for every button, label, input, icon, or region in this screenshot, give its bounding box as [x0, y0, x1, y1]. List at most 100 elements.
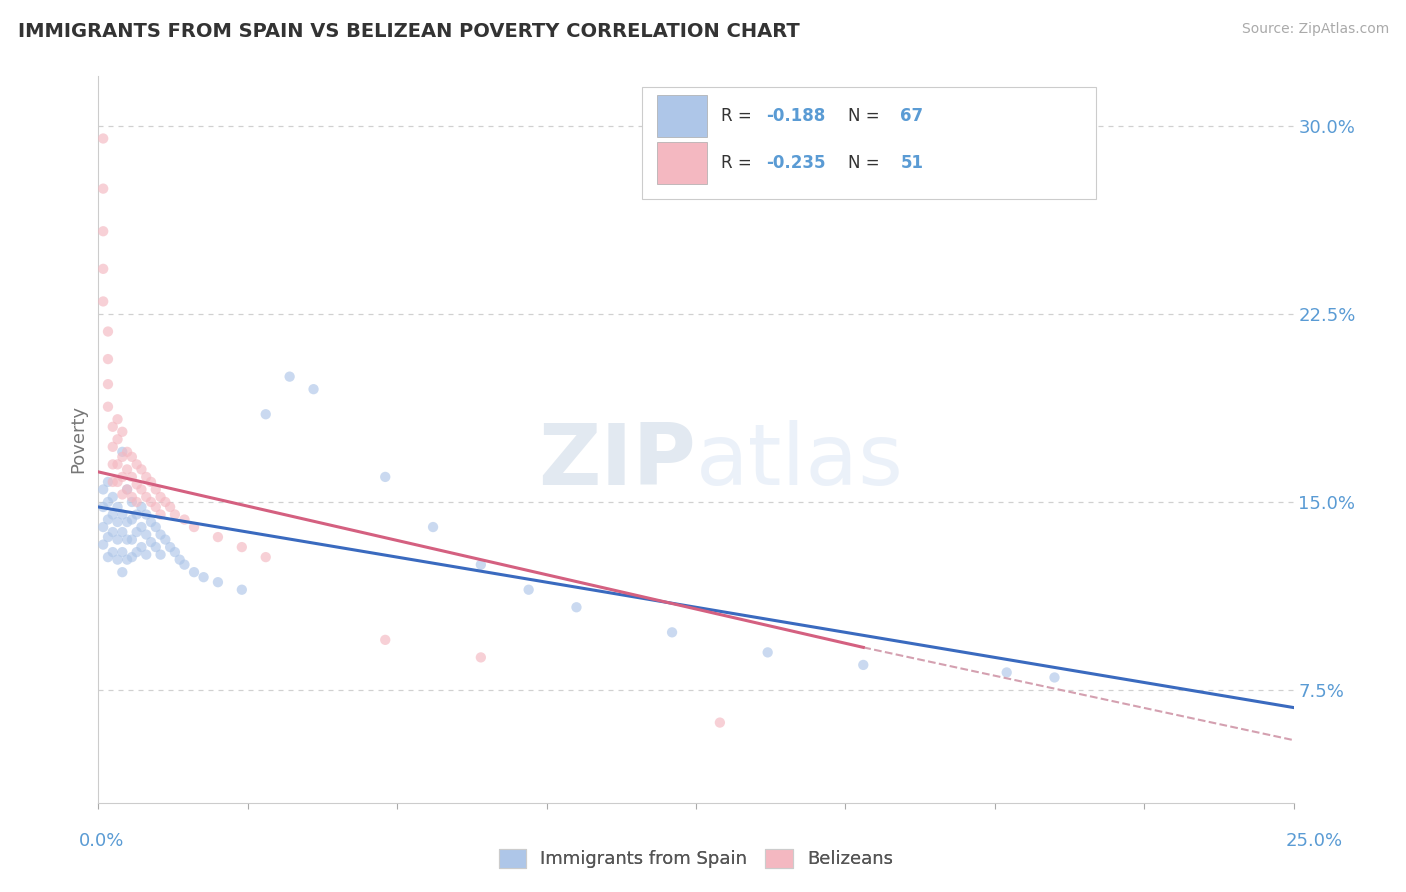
Point [107, 412, 129, 426]
Point [111, 470, 134, 484]
Point [661, 625, 683, 640]
Point [91, 538, 114, 552]
Point [470, 650, 492, 665]
Point [107, 552, 129, 566]
Text: IMMIGRANTS FROM SPAIN VS BELIZEAN POVERTY CORRELATION CHART: IMMIGRANTS FROM SPAIN VS BELIZEAN POVERT… [18, 22, 800, 41]
Point [374, 632, 396, 647]
Point [101, 440, 124, 454]
Point [101, 475, 124, 489]
Text: 25.0%: 25.0% [1286, 831, 1343, 849]
Point [173, 512, 195, 526]
Point [709, 715, 731, 730]
Point [121, 470, 143, 484]
Point [231, 540, 253, 554]
Point [163, 545, 186, 559]
Point [125, 545, 148, 559]
Point [115, 445, 138, 459]
Point [101, 458, 124, 472]
Point [517, 582, 540, 597]
Point [173, 558, 195, 572]
Point [111, 545, 134, 559]
Point [111, 487, 134, 501]
Point [565, 600, 588, 615]
Point [155, 495, 177, 509]
Point [121, 490, 143, 504]
Point [111, 445, 134, 459]
Point [115, 515, 138, 529]
FancyBboxPatch shape [657, 95, 707, 136]
Point [111, 524, 134, 539]
Point [852, 657, 875, 672]
Text: 67: 67 [900, 107, 924, 125]
Point [254, 407, 277, 421]
Point [115, 533, 138, 547]
Point [302, 382, 325, 396]
Point [135, 527, 157, 541]
Point [995, 665, 1018, 680]
Point [121, 512, 143, 526]
Point [97, 325, 120, 339]
Point [131, 500, 153, 514]
Point [135, 548, 157, 562]
Point [159, 540, 181, 554]
Point [97, 377, 120, 392]
Point [756, 645, 779, 659]
Point [125, 477, 148, 491]
Text: R =: R = [721, 107, 756, 125]
Point [183, 520, 205, 534]
Legend: Immigrants from Spain, Belizeans: Immigrants from Spain, Belizeans [489, 840, 903, 878]
Point [149, 508, 172, 522]
Y-axis label: Poverty: Poverty [69, 405, 87, 474]
Text: R =: R = [721, 154, 756, 172]
Text: -0.235: -0.235 [766, 154, 825, 172]
Point [254, 550, 277, 565]
Point [111, 425, 134, 439]
Point [131, 540, 153, 554]
Point [139, 495, 162, 509]
Text: 51: 51 [900, 154, 924, 172]
FancyBboxPatch shape [643, 87, 1097, 200]
Point [145, 500, 167, 514]
Point [125, 524, 148, 539]
Text: N =: N = [848, 154, 884, 172]
Point [169, 552, 191, 566]
Point [97, 475, 120, 489]
Point [125, 508, 148, 522]
Point [231, 582, 253, 597]
Point [97, 495, 120, 509]
Point [155, 533, 177, 547]
Point [422, 520, 444, 534]
Point [131, 462, 153, 476]
Text: 0.0%: 0.0% [79, 831, 124, 849]
Point [91, 224, 114, 238]
Point [97, 530, 120, 544]
Point [145, 540, 167, 554]
Point [163, 508, 186, 522]
Point [115, 552, 138, 566]
Point [115, 483, 138, 497]
Point [145, 483, 167, 497]
Point [115, 462, 138, 476]
Point [91, 500, 114, 514]
Point [278, 369, 301, 384]
Point [145, 520, 167, 534]
Point [121, 495, 143, 509]
Text: atlas: atlas [696, 419, 904, 502]
Point [97, 400, 120, 414]
Text: ZIP: ZIP [538, 419, 696, 502]
Point [193, 570, 215, 584]
Point [149, 527, 172, 541]
Point [107, 500, 129, 514]
Point [101, 490, 124, 504]
Text: N =: N = [848, 107, 884, 125]
Point [139, 515, 162, 529]
Point [97, 352, 120, 367]
Point [121, 533, 143, 547]
Point [91, 261, 114, 276]
Point [115, 483, 138, 497]
Point [139, 535, 162, 549]
Point [121, 550, 143, 565]
Point [101, 545, 124, 559]
Point [107, 533, 129, 547]
Point [149, 548, 172, 562]
